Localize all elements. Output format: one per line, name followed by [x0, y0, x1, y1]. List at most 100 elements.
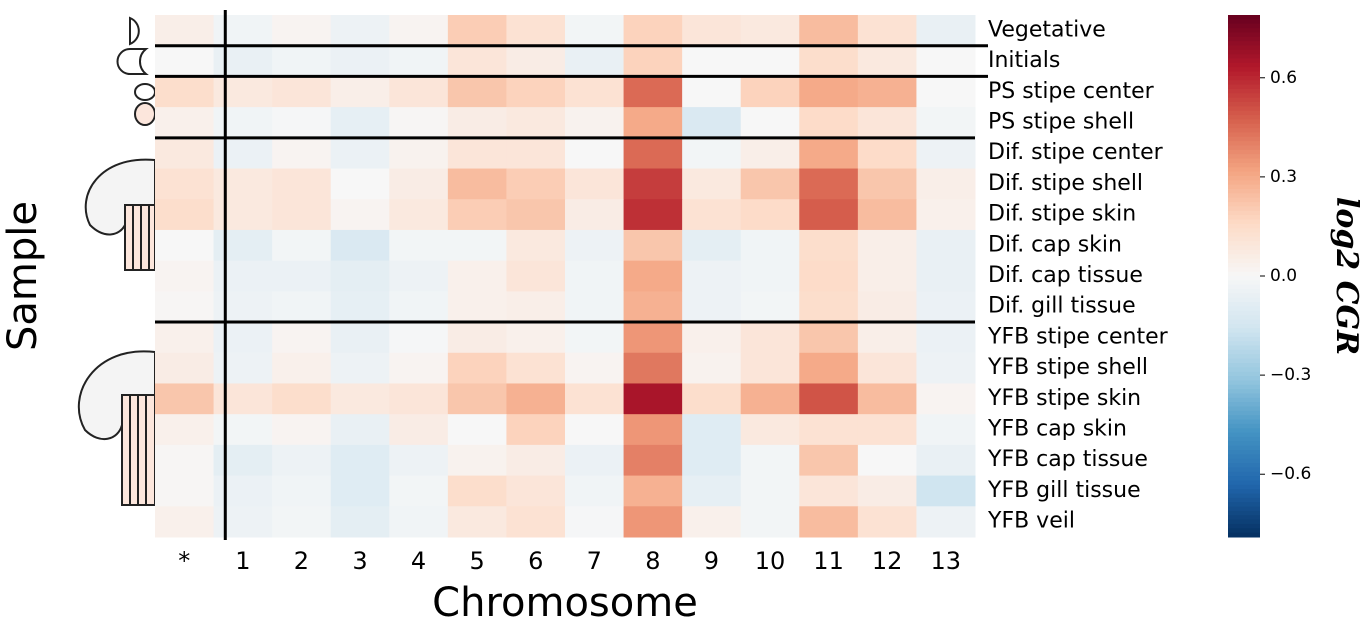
colorbar-segment	[1228, 171, 1260, 177]
colorbar-segment	[1228, 515, 1260, 521]
x-tick-label: 10	[755, 547, 786, 575]
cell	[682, 352, 742, 384]
cell	[389, 76, 449, 108]
colorbar-segment	[1228, 110, 1260, 116]
cell	[447, 229, 507, 262]
colorbar-segment	[1228, 184, 1260, 190]
cell	[447, 475, 507, 507]
cell	[213, 45, 273, 77]
cell	[857, 444, 917, 477]
cell	[506, 260, 566, 292]
colorbar-segment	[1228, 380, 1260, 386]
cell	[213, 199, 273, 231]
cell	[623, 229, 683, 262]
cell	[447, 444, 507, 477]
colorbar-segment	[1228, 371, 1260, 377]
cell	[799, 414, 859, 446]
cell	[213, 229, 273, 262]
cell	[682, 199, 742, 231]
colorbar-segment	[1228, 241, 1260, 247]
colorbar-segment	[1228, 119, 1260, 125]
colorbar-segment	[1228, 410, 1260, 416]
cell	[272, 260, 332, 292]
cell	[916, 444, 976, 477]
cell	[740, 45, 800, 77]
cell	[389, 383, 449, 415]
colorbar-segment	[1228, 88, 1260, 94]
cell	[799, 260, 859, 292]
colorbar-segment	[1228, 219, 1260, 225]
x-tick-label: 7	[587, 547, 602, 575]
cell	[623, 291, 683, 323]
cell	[740, 229, 800, 262]
colorbar-segment	[1228, 328, 1260, 334]
y-tick-label: YFB gill tissue	[987, 478, 1141, 503]
cell	[623, 322, 683, 354]
cell	[389, 107, 449, 139]
cell	[213, 168, 273, 200]
cell	[447, 352, 507, 384]
cell	[623, 260, 683, 292]
y-tick-label: YFB cap skin	[987, 417, 1127, 442]
colorbar-segment	[1228, 284, 1260, 290]
cell	[330, 352, 390, 384]
x-tick-label: 6	[528, 547, 543, 575]
colorbar-segment	[1228, 245, 1260, 251]
cell	[155, 15, 215, 47]
cell	[565, 291, 625, 323]
cell	[389, 229, 449, 262]
cell	[213, 414, 273, 446]
colorbar-segment	[1228, 397, 1260, 403]
cell	[623, 168, 683, 200]
colorbar-tick-label: 0.0	[1270, 266, 1297, 286]
x-tick-label: 11	[813, 547, 844, 575]
cell	[916, 107, 976, 139]
colorbar-segment	[1228, 489, 1260, 494]
cell	[155, 137, 215, 170]
cell	[682, 15, 742, 47]
cell	[155, 229, 215, 262]
colorbar-tick-label: −0.6	[1270, 464, 1311, 484]
cell	[155, 475, 215, 507]
y-tick-label: Initials	[988, 48, 1060, 73]
cell	[506, 15, 566, 47]
colorbar-segment	[1228, 358, 1260, 364]
cell	[857, 506, 917, 538]
cell	[447, 137, 507, 170]
cell	[799, 291, 859, 323]
cell	[506, 506, 566, 538]
colorbar-segment	[1228, 363, 1260, 368]
cell	[389, 168, 449, 200]
heatmap	[155, 15, 976, 538]
cell	[447, 15, 507, 47]
cell	[389, 260, 449, 292]
colorbar-segment	[1228, 310, 1260, 316]
cell	[213, 291, 273, 323]
colorbar-segment	[1228, 419, 1260, 425]
cell	[506, 45, 566, 77]
cell	[565, 475, 625, 507]
cell	[272, 15, 332, 47]
cell	[799, 506, 859, 538]
cell	[857, 199, 917, 231]
cell	[155, 352, 215, 384]
cell	[565, 137, 625, 170]
colorbar-segment	[1228, 493, 1260, 499]
cell	[330, 322, 390, 354]
cell	[682, 107, 742, 139]
cell	[272, 414, 332, 446]
cell	[447, 107, 507, 139]
colorbar-segment	[1228, 271, 1260, 277]
colorbar-segment	[1228, 323, 1260, 329]
cell	[213, 383, 273, 415]
cell	[447, 199, 507, 231]
colorbar-segment	[1228, 480, 1260, 486]
cell	[272, 475, 332, 507]
colorbar-segment	[1228, 471, 1260, 477]
colorbar-segment	[1228, 158, 1260, 164]
cell	[623, 383, 683, 415]
cell	[506, 76, 566, 108]
cell	[682, 322, 742, 354]
cell	[506, 322, 566, 354]
cell	[506, 291, 566, 323]
